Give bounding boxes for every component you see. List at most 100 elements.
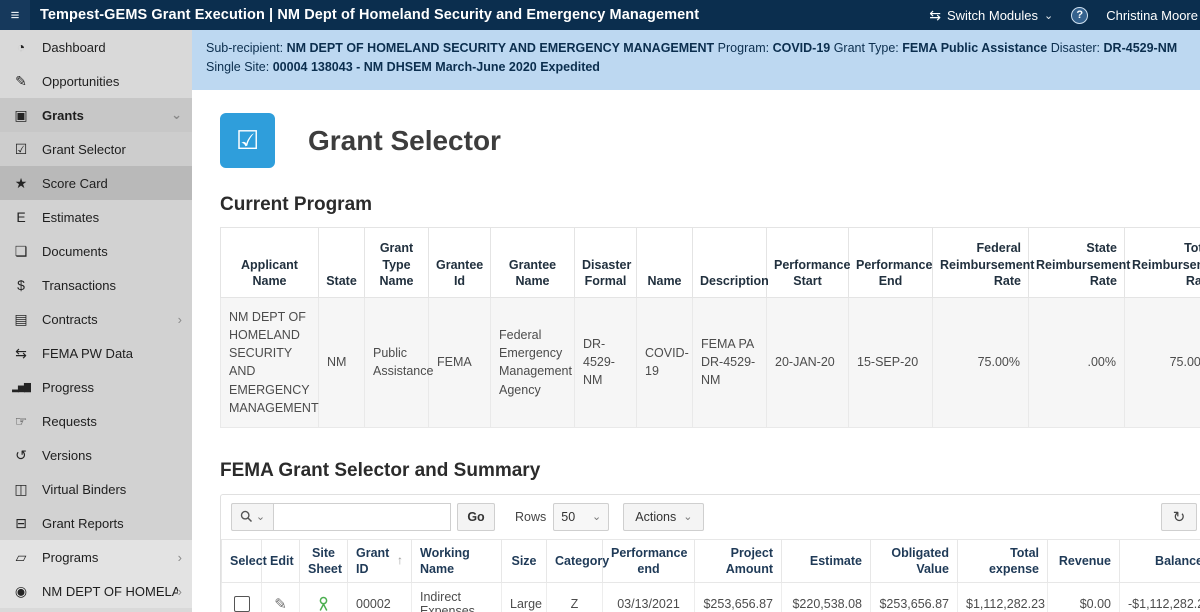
obligated-value-cell: $253,656.87 (870, 582, 958, 612)
context-value: NM DEPT OF HOMELAND SECURITY AND EMERGEN… (286, 41, 715, 55)
switch-modules-button[interactable]: ⇆ Switch Modules ⌄ (929, 7, 1053, 24)
context-label: Grant Type: (833, 41, 899, 55)
edit-pencil-icon[interactable]: ✎ (274, 595, 287, 612)
printer-icon: ⊟ (15, 514, 27, 531)
table-cell: FEMA PA DR-4529-NM (692, 297, 767, 428)
sidebar-item-contracts[interactable]: ▤ Contracts › (0, 302, 192, 336)
total-expense-cell: $1,112,282.23 (957, 582, 1048, 612)
table-cell: 15-SEP-20 (848, 297, 933, 428)
sidebar-item-nm-dept[interactable]: ◉ NM DEPT OF HOMELA › (0, 574, 192, 608)
topbar-right: ⇆ Switch Modules ⌄ ? Christina Moore (929, 6, 1200, 24)
column-header-estimate[interactable]: Estimate (781, 538, 871, 584)
sidebar-item-documents[interactable]: ❏ Documents (0, 234, 192, 268)
sidebar-item-requests[interactable]: ☞ Requests (0, 404, 192, 438)
row-checkbox[interactable] (233, 595, 250, 612)
hamburger-menu-icon[interactable]: ≡ (0, 0, 30, 30)
estimate-cell: $220,538.08 (781, 582, 871, 612)
sidebar-item-grant-selector[interactable]: ☑ Grant Selector (0, 132, 192, 166)
sidebar-item-dashboard[interactable]: ◔ Dashboard (0, 30, 192, 64)
column-header-size[interactable]: Size (501, 538, 547, 584)
context-label: Program: (717, 41, 770, 55)
column-header: Disaster Formal (574, 227, 637, 298)
column-header-total-expense[interactable]: Total expense (957, 538, 1048, 584)
help-button[interactable]: ? (1071, 6, 1089, 24)
column-header-category[interactable]: Category (546, 538, 609, 584)
search-icon (240, 511, 252, 523)
balance-cell: -$1,112,282.23 (1119, 582, 1200, 612)
column-header-performance-end[interactable]: Performance end (602, 538, 695, 584)
column-header-grant-id[interactable]: Grant ID ↑ (347, 538, 412, 584)
user-menu[interactable]: Christina Moore (1106, 7, 1198, 23)
sidebar-item-opportunities[interactable]: ✎ Opportunities (0, 64, 192, 98)
edit-cell: ✎ (261, 582, 300, 612)
context-value: 00004 138043 - NM DHSEM March-June 2020 … (272, 60, 600, 75)
table-cell: 75.00% (932, 297, 1029, 428)
context-label: Disaster: (1050, 41, 1101, 55)
summary-header-row: Select Edit Site Sheet Grant ID ↑ Workin… (221, 538, 1200, 584)
rows-label: Rows (515, 509, 547, 524)
actions-label: Actions (635, 509, 677, 524)
sidebar-item-estimates[interactable]: E Estimates (0, 200, 192, 234)
contract-icon: ▤ (14, 310, 28, 327)
chevron-down-icon: ⌄ (683, 511, 693, 524)
column-header: Performance End (848, 227, 933, 298)
context-value: COVID-19 (772, 41, 831, 55)
sidebar-item-versions[interactable]: ↺ Versions (0, 438, 192, 472)
search-options-button[interactable]: ⌄ (231, 502, 273, 531)
sidebar-item-grant-reports[interactable]: ⊟ Grant Reports (0, 506, 192, 540)
refresh-button[interactable]: ↻ (1161, 502, 1197, 531)
column-header-working-name[interactable]: Working Name (411, 538, 502, 584)
column-header-revenue[interactable]: Revenue (1047, 538, 1120, 584)
table-cell: Federal Emergency Management Agency (490, 297, 575, 428)
rows-select[interactable]: 50 ⌄ (553, 502, 610, 531)
current-program-header-row: Applicant Name State Grant Type Name Gra… (220, 227, 1200, 298)
search-input[interactable] (273, 502, 451, 531)
go-button[interactable]: Go (457, 502, 495, 531)
working-name-cell: Indirect Expenses (411, 582, 502, 612)
column-header-obligated-value[interactable]: Obligated Value (870, 538, 958, 584)
sidebar-item-fema-pw-data[interactable]: ⇆ FEMA PW Data (0, 336, 192, 370)
actions-button[interactable]: Actions ⌄ (623, 502, 705, 531)
sidebar-item-progress[interactable]: ▂▅▇ Progress (0, 370, 192, 404)
table-cell: DR-4529-NM (574, 297, 637, 428)
chevron-right-icon: › (177, 549, 182, 565)
interactive-report-region: ⌄ Go Rows 50 ⌄ Actions ⌄ ↻ (220, 493, 1200, 612)
column-header: Performance Start (766, 227, 850, 298)
sidebar-item-virtual-binders[interactable]: ◫ Virtual Binders (0, 472, 192, 506)
current-program-table: Applicant Name State Grant Type Name Gra… (220, 227, 1200, 428)
table-cell: 75.00% (1124, 297, 1200, 428)
sidebar-item-score-card[interactable]: ★ Score Card (0, 166, 192, 200)
estimates-icon: E (16, 209, 26, 225)
column-header-project-amount[interactable]: Project Amount (694, 538, 782, 584)
sidebar-item-programs[interactable]: ▱ Programs › (0, 540, 192, 574)
chevron-right-icon: › (177, 311, 182, 327)
table-cell: .00% (1028, 297, 1125, 428)
hand-pointer-icon: ☞ (14, 412, 28, 429)
refresh-icon: ↻ (1172, 508, 1186, 526)
sidebar-item-grants[interactable]: ▣ Grants ⌄ (0, 98, 192, 132)
report-toolbar: ⌄ Go Rows 50 ⌄ Actions ⌄ ↻ (221, 495, 1200, 539)
grant-summary-table: Select Edit Site Sheet Grant ID ↑ Workin… (221, 538, 1200, 612)
app-title: Tempest-GEMS Grant Execution | NM Dept o… (40, 7, 700, 23)
project-amount-cell: $253,656.87 (694, 582, 782, 612)
table-cell: FEMA (428, 297, 491, 428)
table-cell: NM (318, 297, 365, 428)
table-cell: NM DEPT OF HOMELAND SECURITY AND EMERGEN… (220, 297, 319, 428)
column-header-balance[interactable]: Balance (1119, 538, 1200, 584)
column-header: Applicant Name (220, 227, 319, 298)
history-icon: ↺ (15, 446, 27, 463)
category-cell: Z (546, 582, 603, 612)
table-cell: 20-JAN-20 (766, 297, 849, 428)
table-cell: Public Assistance (364, 297, 433, 428)
column-header: Total Reimbursement Rate (1124, 227, 1200, 298)
current-program-data-row: NM DEPT OF HOMELAND SECURITY AND EMERGEN… (220, 297, 1200, 428)
page-content: ☑ Grant Selector Current Program Applica… (192, 90, 1200, 612)
context-label: Sub-recipient: (206, 41, 284, 55)
column-header-select: Select (221, 538, 267, 584)
site-sheet-cell (299, 582, 348, 612)
context-value: FEMA Public Assistance (902, 41, 1048, 55)
sidebar-nav: ◔ Dashboard ✎ Opportunities ▣ Grants ⌄ ☑… (0, 30, 192, 612)
current-program-heading: Current Program (220, 194, 373, 215)
site-sheet-icon[interactable] (316, 596, 331, 612)
sidebar-item-transactions[interactable]: $ Transactions (0, 268, 192, 302)
